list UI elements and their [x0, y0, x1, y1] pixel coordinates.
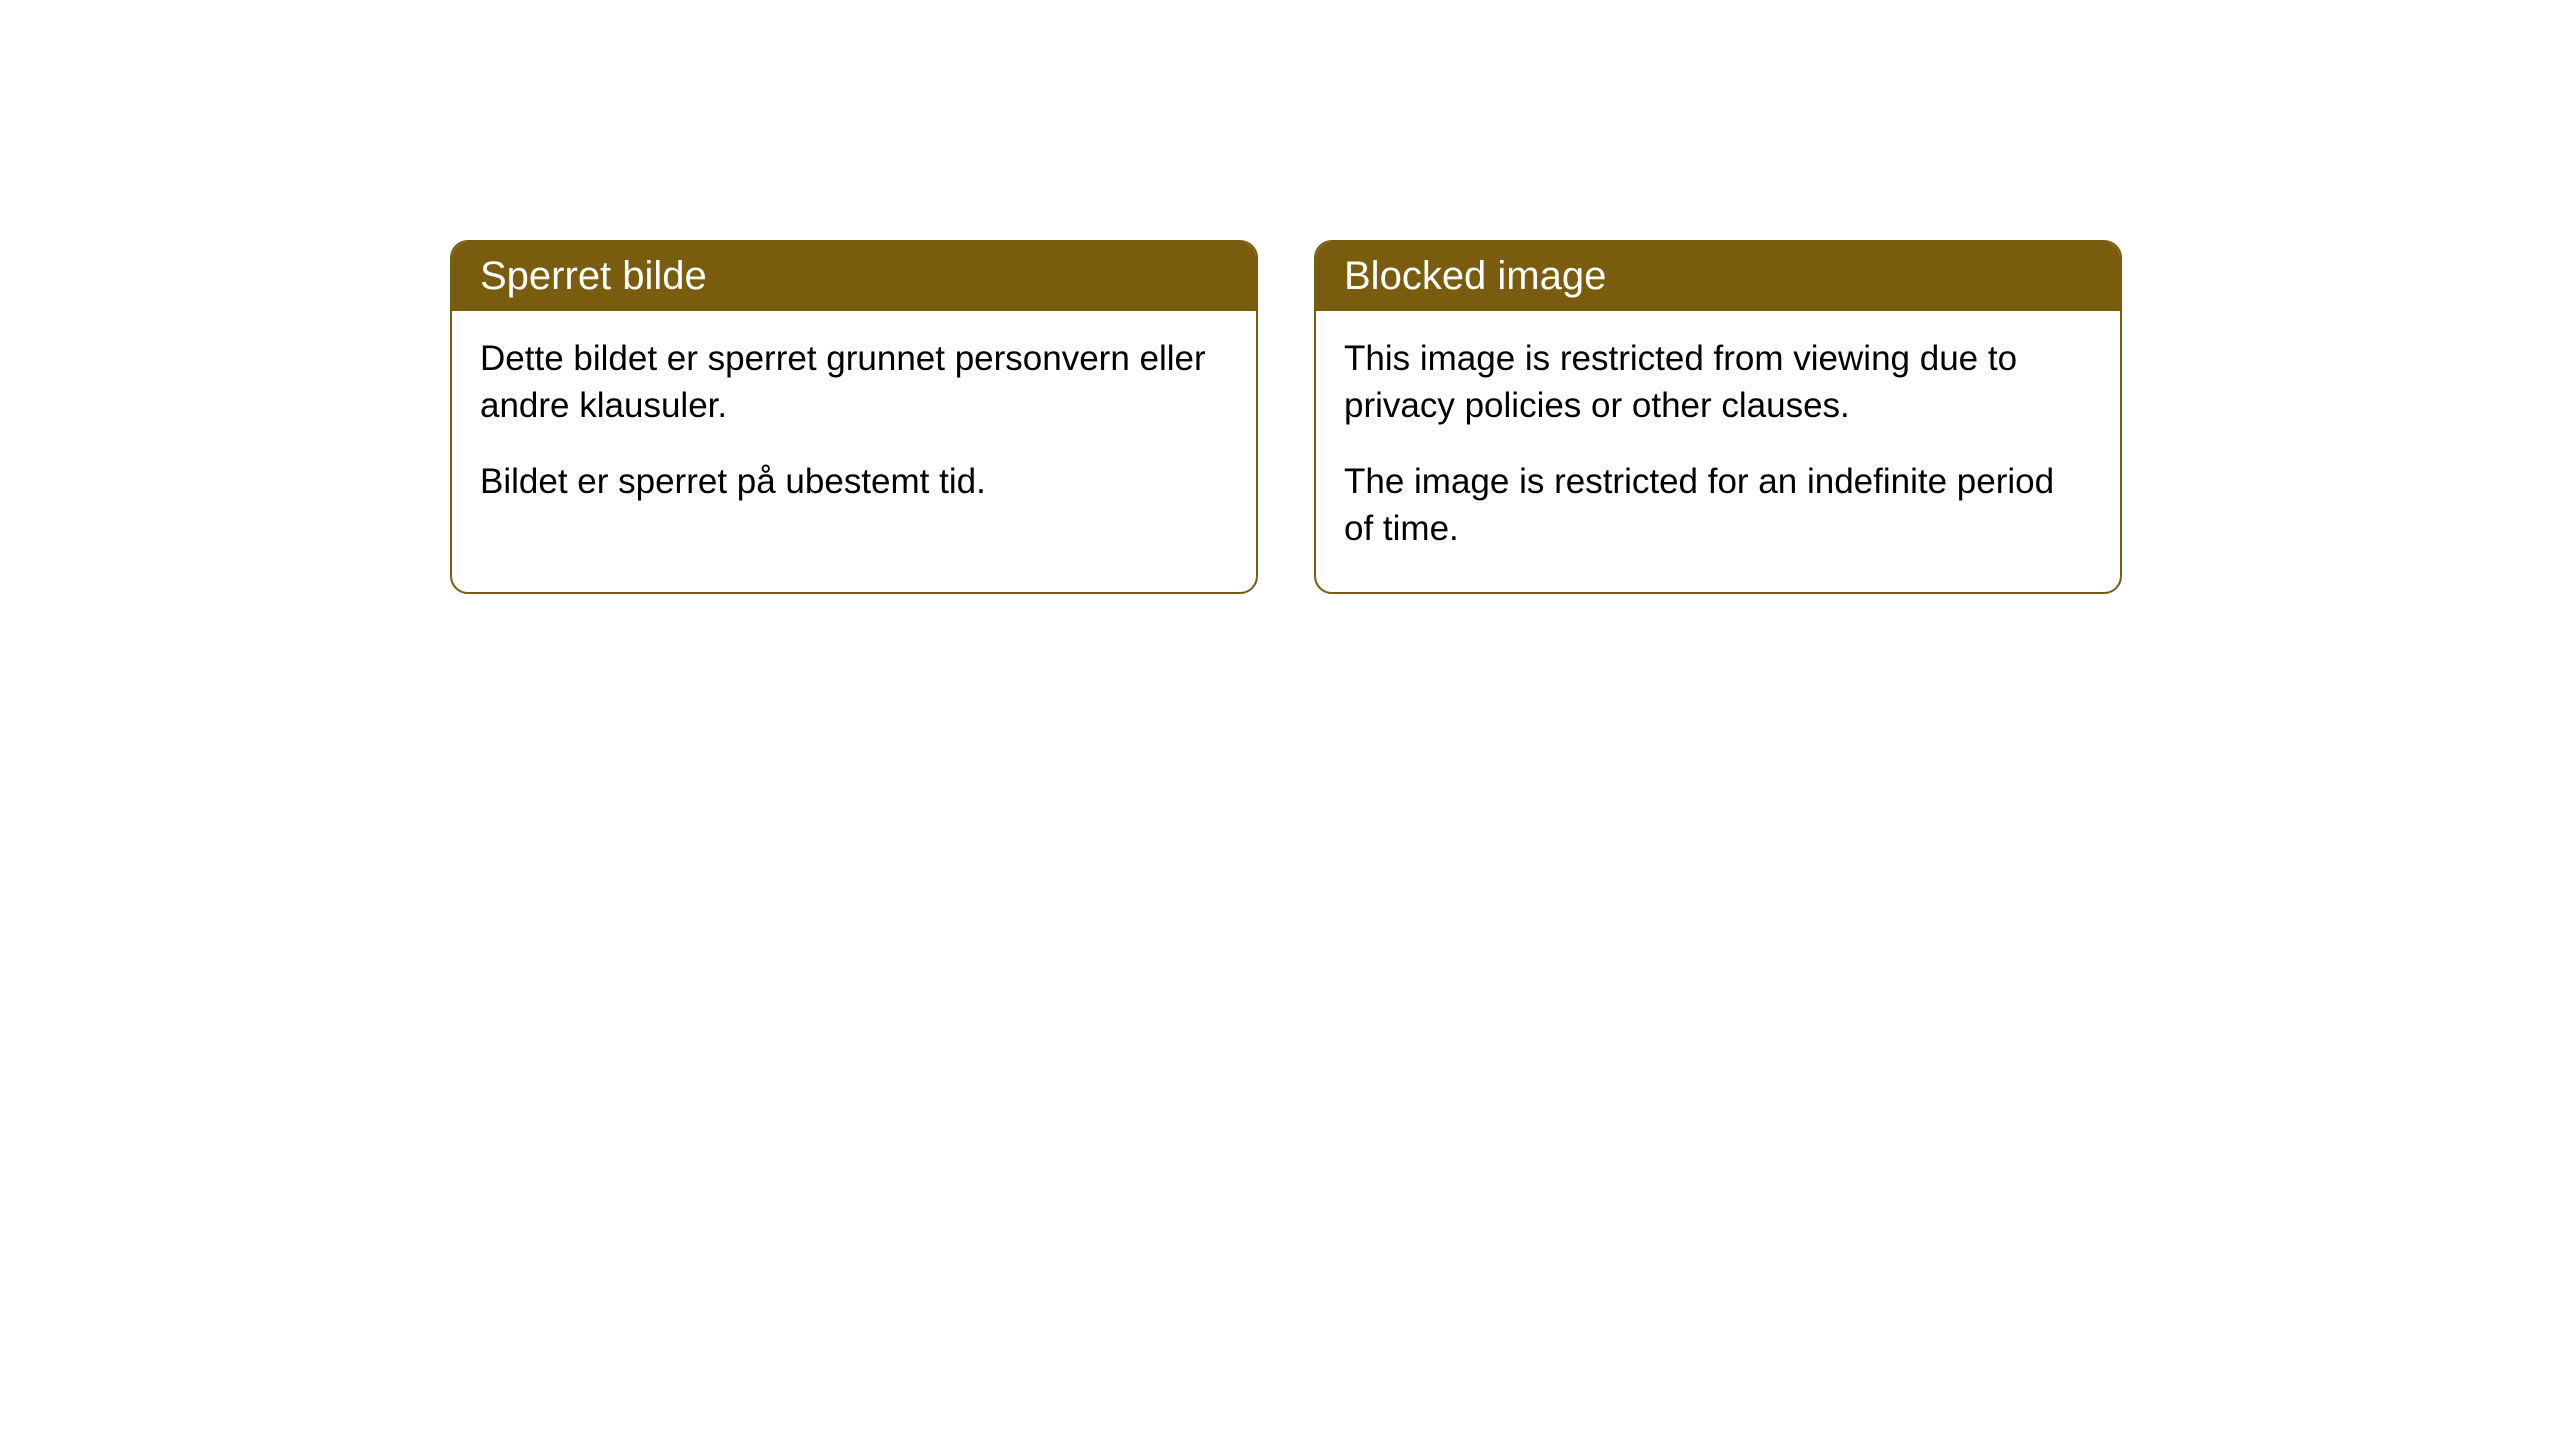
card-header: Sperret bilde [452, 242, 1256, 311]
card-body: This image is restricted from viewing du… [1316, 311, 2120, 592]
card-paragraph: Dette bildet er sperret grunnet personve… [480, 335, 1228, 430]
card-paragraph: Bildet er sperret på ubestemt tid. [480, 458, 1228, 505]
card-paragraph: The image is restricted for an indefinit… [1344, 458, 2092, 553]
card-title: Sperret bilde [480, 254, 707, 298]
card-body: Dette bildet er sperret grunnet personve… [452, 311, 1256, 545]
notice-cards-container: Sperret bilde Dette bildet er sperret gr… [450, 240, 2122, 594]
card-paragraph: This image is restricted from viewing du… [1344, 335, 2092, 430]
notice-card-english: Blocked image This image is restricted f… [1314, 240, 2122, 594]
card-header: Blocked image [1316, 242, 2120, 311]
notice-card-norwegian: Sperret bilde Dette bildet er sperret gr… [450, 240, 1258, 594]
card-title: Blocked image [1344, 254, 1606, 298]
